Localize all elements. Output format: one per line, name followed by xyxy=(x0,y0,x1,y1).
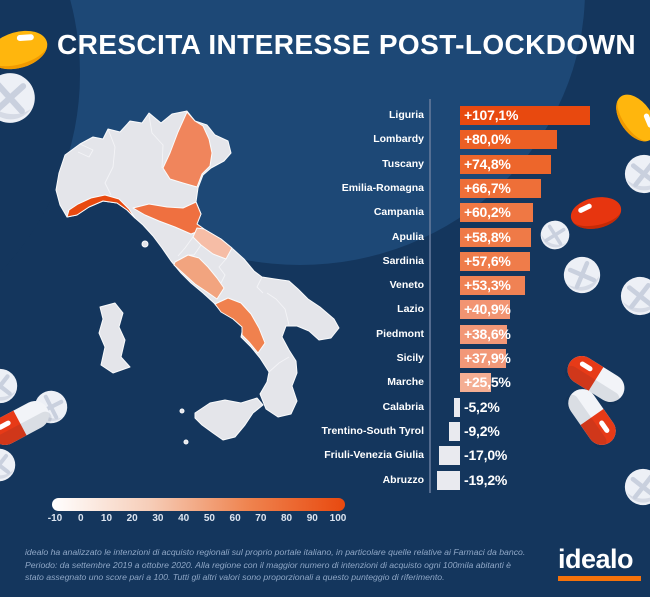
value-label: +58,8% xyxy=(464,228,511,245)
map-border-umbria-marche xyxy=(188,244,202,256)
bar xyxy=(460,227,532,247)
tablet-icon xyxy=(0,368,18,404)
value-label: +107,1% xyxy=(464,107,519,123)
map-region-emilia-romagna xyxy=(132,201,205,235)
bar xyxy=(460,300,510,320)
value-label: -5,2% xyxy=(464,398,500,415)
idealo-logo-underline xyxy=(558,576,641,581)
map-border-molise-apulia xyxy=(256,276,264,294)
map-region-sardinia xyxy=(98,302,131,374)
region-label: Lazio xyxy=(397,303,424,316)
value-label: +53,3% xyxy=(464,277,511,294)
map-region-liguria xyxy=(66,194,136,219)
value-label: +38,6% xyxy=(464,325,511,342)
tablet-icon xyxy=(620,276,650,316)
yellow-pill-icon xyxy=(0,30,48,70)
value-label: -19,2% xyxy=(464,471,508,488)
bar xyxy=(460,154,551,174)
bar xyxy=(460,251,530,271)
value-label: -9,2% xyxy=(464,422,500,439)
value-label: +57,6% xyxy=(464,252,511,269)
region-label: Emilia-Romagna xyxy=(341,181,424,194)
italy-map xyxy=(55,110,340,445)
value-label: +66,7% xyxy=(464,179,511,196)
map-island-elba xyxy=(141,240,149,248)
region-label: Liguria xyxy=(388,109,424,121)
map-region-lazio xyxy=(173,254,225,300)
tablet-icon xyxy=(624,468,650,506)
bar xyxy=(448,421,460,441)
tablet-icon xyxy=(0,448,16,482)
map-region-veneto xyxy=(162,111,213,188)
region-label: Apulia xyxy=(391,230,424,243)
bar xyxy=(460,349,506,368)
map-border-apulia-basilicata xyxy=(266,292,290,326)
map-region-sicily xyxy=(194,397,264,441)
bar xyxy=(460,324,507,344)
tablet-icon xyxy=(624,154,650,194)
bar xyxy=(460,130,558,150)
region-label: Calabria xyxy=(382,400,424,413)
region-label: Piedmont xyxy=(376,327,424,340)
chart-axis-divider xyxy=(429,99,431,493)
region-label: Veneto xyxy=(389,279,424,292)
bar xyxy=(436,470,460,490)
map-island-small-1 xyxy=(179,408,185,414)
value-label: +40,9% xyxy=(464,301,511,318)
red-pill-icon xyxy=(570,197,622,229)
map-border-abruzzo-molise xyxy=(218,258,227,284)
region-label: Friuli-Venezia Giulia xyxy=(324,449,424,462)
map-border-tuscany-umbria xyxy=(177,236,194,257)
bar xyxy=(439,446,460,466)
tablet-icon xyxy=(540,220,570,250)
map-border-lombardy-trentino xyxy=(148,114,164,169)
capsule-icon xyxy=(564,355,625,405)
region-label: Tuscany xyxy=(382,157,424,170)
region-label: Trentino-South Tyrol xyxy=(321,424,424,437)
region-label: Campania xyxy=(373,206,424,219)
map-border-basilicata-calabria xyxy=(268,356,290,373)
region-label: Abruzzo xyxy=(382,473,424,486)
region-label: Sicily xyxy=(396,352,424,364)
bar xyxy=(460,178,541,198)
capsule-icon xyxy=(565,389,616,448)
value-label: -17,0% xyxy=(464,447,508,464)
value-label: +74,8% xyxy=(464,155,511,172)
map-island-small-2 xyxy=(183,439,189,445)
value-label: +60,2% xyxy=(464,204,511,221)
value-label: +25,5% xyxy=(464,374,511,391)
capsule-icon xyxy=(0,401,52,448)
bar xyxy=(453,397,460,417)
map-border-aosta xyxy=(77,143,94,158)
tablet-icon xyxy=(563,256,601,294)
bar xyxy=(460,276,525,296)
yellow-pill-icon xyxy=(616,94,650,142)
value-label: +37,9% xyxy=(464,350,511,366)
bar xyxy=(460,106,591,125)
page-title: CRESCITA INTERESSE POST-LOCKDOWN xyxy=(57,29,637,60)
bar xyxy=(460,373,491,393)
bar xyxy=(460,203,534,223)
map-region-campania xyxy=(214,297,266,354)
region-label: Sardinia xyxy=(382,254,424,267)
methodology-note: idealo ha analizzato le intenzioni di ac… xyxy=(25,547,526,582)
idealo-logo: idealo xyxy=(558,544,642,581)
value-label: +80,0% xyxy=(464,131,511,148)
tablet-icon xyxy=(0,73,35,123)
idealo-logo-text: idealo xyxy=(558,544,634,574)
map-border-piedmont-lombardy xyxy=(104,128,116,196)
region-label: Marche xyxy=(387,376,424,389)
region-label: Lombardy xyxy=(373,133,424,146)
